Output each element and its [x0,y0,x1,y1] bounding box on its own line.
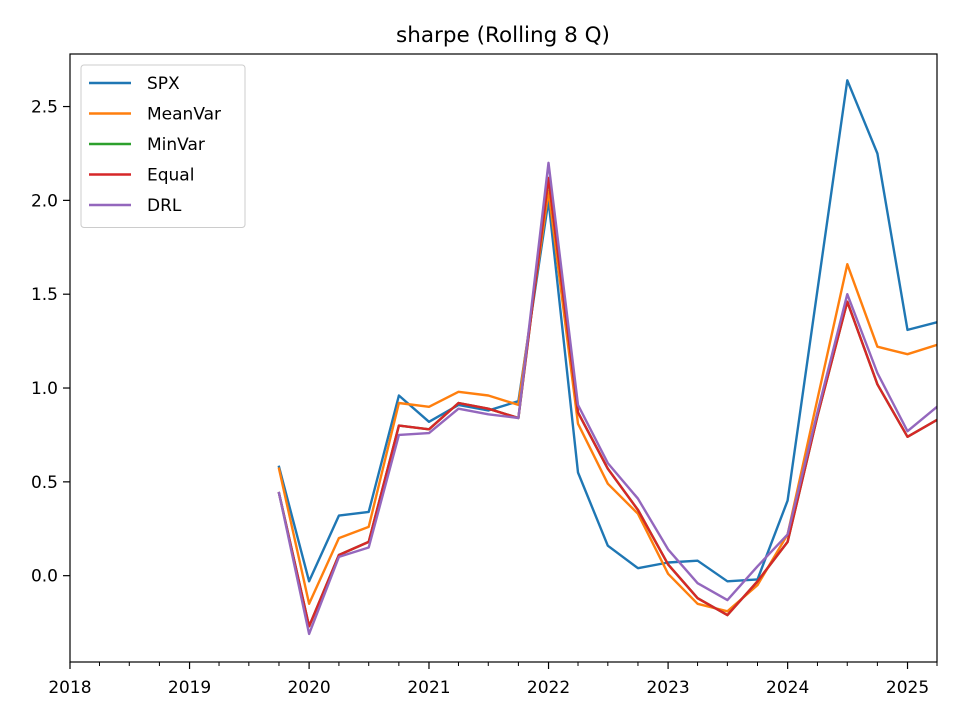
legend: SPX MeanVar MinVar Equal DRL [80,64,246,228]
series-line-minvar [277,176,937,628]
y-tick-label: 2.5 [31,98,58,118]
legend-label-drl: DRL [147,196,182,216]
y-tick-label: 1.0 [31,379,58,399]
series-line-meanvar [277,189,937,613]
y-tick-label: 1.5 [31,285,58,305]
y-tick-label: 2.0 [31,191,58,211]
x-tick-label: 2025 [886,678,929,698]
y-tick-label: 0.0 [31,567,58,587]
legend-label-equal: Equal [147,166,194,186]
x-tick-label: 2023 [646,678,689,698]
x-tick-label: 2019 [168,678,211,698]
y-tick-label: 0.5 [31,473,58,493]
legend-label-minvar: MinVar [147,135,205,155]
x-tick-label: 2022 [527,678,570,698]
x-tick-label: 2020 [287,678,330,698]
series-line-equal [277,176,937,628]
series-line-drl [277,161,937,636]
y-axis: 0.0 0.5 1.0 1.5 2.0 2.5 [31,98,70,587]
plot-frame [69,53,938,663]
x-tick-label: 2021 [407,678,450,698]
x-axis: 2018 2019 2020 2021 2022 2023 2024 2025 [48,662,938,698]
legend-box [80,64,246,228]
x-tick-label: 2018 [48,678,91,698]
chart-title: sharpe (Rolling 8 Q) [396,23,610,48]
legend-label-spx: SPX [147,74,180,94]
x-tick-label: 2024 [766,678,809,698]
legend-label-meanvar: MeanVar [147,105,221,125]
series-layer [277,79,937,636]
series-line-spx [277,79,937,583]
